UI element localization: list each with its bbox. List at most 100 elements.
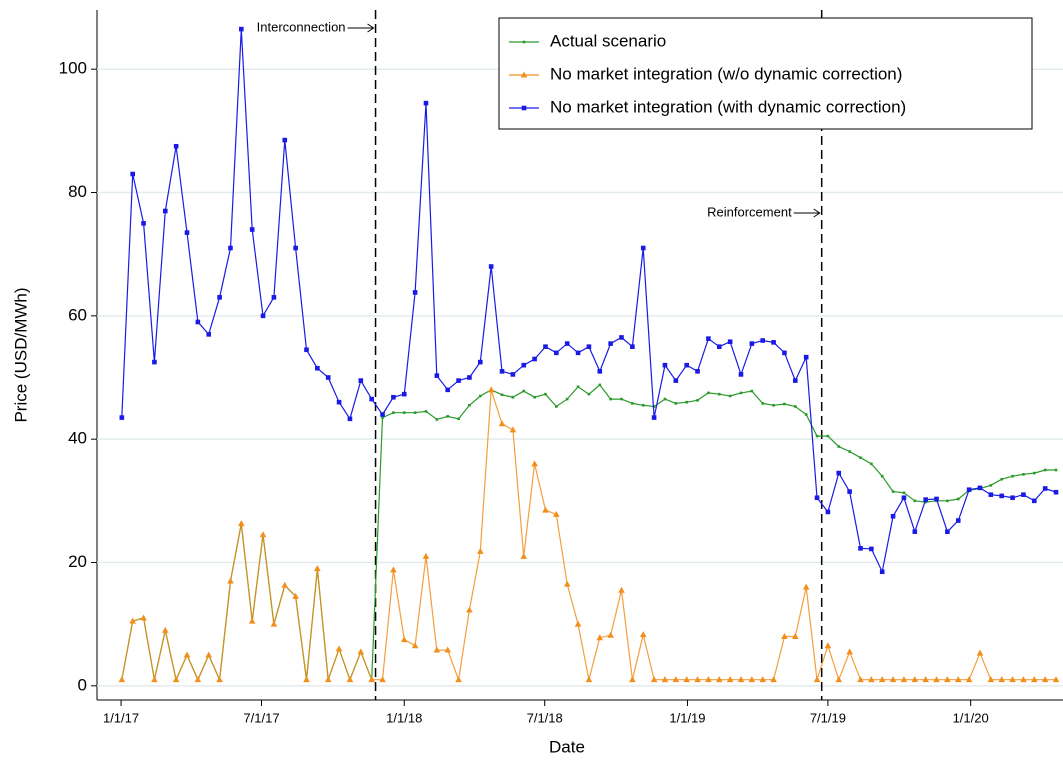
- marker: [597, 369, 603, 374]
- marker: [358, 378, 364, 383]
- marker: [783, 402, 786, 406]
- marker: [685, 400, 688, 404]
- marker: [891, 490, 895, 493]
- marker: [739, 391, 743, 395]
- marker: [457, 417, 460, 421]
- marker: [445, 387, 451, 393]
- marker: [520, 552, 528, 559]
- marker: [619, 335, 624, 340]
- marker: [478, 394, 482, 398]
- marker: [555, 405, 558, 408]
- marker: [750, 389, 754, 393]
- marker: [748, 676, 756, 683]
- y-axis-label: Price (USD/MWh): [11, 287, 30, 422]
- marker: [1020, 676, 1027, 683]
- marker: [868, 676, 875, 683]
- marker: [673, 378, 679, 383]
- event-arrowhead: [367, 23, 375, 33]
- marker: [618, 586, 625, 593]
- marker: [652, 405, 656, 408]
- marker: [129, 617, 136, 624]
- marker: [824, 642, 832, 649]
- y-tick-label: 40: [68, 429, 87, 448]
- marker: [325, 375, 331, 380]
- marker: [477, 359, 483, 365]
- marker: [379, 676, 386, 683]
- marker: [727, 339, 733, 345]
- marker: [1054, 468, 1058, 472]
- marker: [347, 416, 353, 422]
- marker: [761, 402, 765, 405]
- marker: [706, 336, 711, 341]
- marker: [119, 415, 125, 420]
- marker: [848, 450, 851, 453]
- marker: [911, 676, 919, 683]
- marker: [889, 676, 897, 683]
- marker: [629, 676, 636, 683]
- marker: [533, 395, 536, 399]
- marker: [716, 344, 722, 349]
- marker: [630, 344, 635, 349]
- marker: [238, 520, 245, 527]
- marker: [402, 411, 406, 414]
- marker: [650, 676, 658, 683]
- marker: [456, 378, 461, 383]
- marker: [391, 394, 396, 400]
- marker: [554, 350, 559, 356]
- marker: [782, 350, 787, 356]
- marker: [976, 649, 984, 656]
- marker: [890, 513, 896, 519]
- marker: [446, 415, 450, 418]
- marker: [977, 485, 983, 491]
- x-tick-label: 1/1/19: [669, 710, 705, 725]
- x-tick-label: 7/1/19: [810, 710, 846, 725]
- marker: [411, 642, 419, 649]
- event-label: Interconnection: [257, 19, 346, 34]
- marker: [575, 350, 581, 356]
- marker: [945, 529, 950, 534]
- marker: [130, 171, 135, 177]
- marker: [913, 499, 917, 503]
- marker: [304, 347, 309, 353]
- marker: [596, 634, 604, 641]
- marker: [401, 391, 407, 397]
- marker: [281, 581, 289, 588]
- x-tick-label: 1/1/20: [953, 710, 989, 725]
- marker: [412, 290, 418, 295]
- marker: [803, 354, 809, 360]
- marker: [901, 495, 907, 501]
- marker: [965, 676, 973, 683]
- marker: [324, 676, 332, 683]
- marker: [532, 356, 537, 362]
- marker: [966, 487, 972, 493]
- marker: [466, 606, 473, 613]
- marker: [804, 413, 808, 416]
- marker: [1009, 676, 1016, 683]
- marker: [944, 676, 951, 683]
- x-tick-label: 1/1/17: [103, 710, 139, 725]
- marker: [468, 403, 471, 407]
- marker: [639, 631, 647, 638]
- marker: [641, 403, 645, 407]
- marker: [173, 143, 179, 149]
- marker: [835, 676, 843, 683]
- marker: [271, 295, 277, 300]
- marker: [737, 676, 745, 683]
- marker: [728, 394, 732, 398]
- marker: [511, 395, 515, 399]
- marker: [836, 470, 842, 476]
- event-arrowhead: [813, 208, 821, 218]
- legend-marker: [521, 105, 527, 111]
- marker: [522, 389, 526, 393]
- marker: [205, 651, 213, 658]
- marker: [227, 577, 234, 584]
- marker: [879, 569, 885, 575]
- marker: [738, 372, 744, 377]
- marker: [151, 676, 158, 683]
- marker: [858, 546, 863, 551]
- marker: [694, 676, 701, 683]
- marker: [574, 620, 582, 627]
- marker: [368, 676, 375, 683]
- marker: [902, 491, 906, 495]
